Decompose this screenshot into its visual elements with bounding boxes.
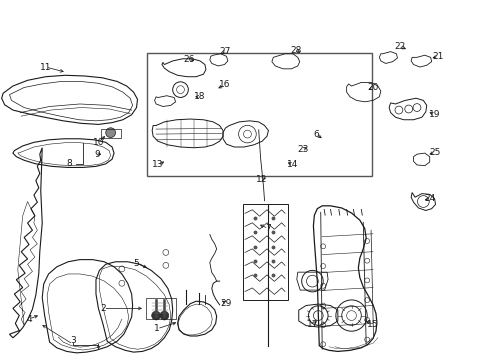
Text: 17: 17 — [307, 320, 318, 329]
Text: 18: 18 — [195, 92, 206, 101]
Text: 23: 23 — [297, 145, 308, 154]
Text: 8: 8 — [66, 159, 72, 168]
Text: 13: 13 — [152, 161, 164, 170]
Text: 4: 4 — [26, 315, 32, 324]
Circle shape — [152, 311, 160, 320]
Text: 22: 22 — [395, 42, 406, 51]
Text: 19: 19 — [429, 110, 441, 119]
Text: 28: 28 — [291, 46, 302, 55]
Text: 27: 27 — [220, 47, 231, 56]
Bar — [147, 298, 175, 319]
Circle shape — [160, 311, 169, 320]
Text: 26: 26 — [183, 55, 195, 64]
Text: 5: 5 — [134, 259, 139, 268]
Bar — [101, 129, 122, 138]
Text: 21: 21 — [432, 52, 443, 61]
Text: 7: 7 — [266, 224, 271, 233]
Text: 16: 16 — [219, 81, 230, 90]
Text: 24: 24 — [424, 194, 435, 203]
Text: 6: 6 — [313, 130, 318, 139]
Text: 12: 12 — [256, 175, 268, 184]
Text: 2: 2 — [100, 304, 106, 313]
Text: 3: 3 — [70, 336, 76, 345]
Text: 11: 11 — [40, 63, 51, 72]
Text: 25: 25 — [429, 148, 441, 157]
Bar — [147, 53, 372, 176]
Text: 1: 1 — [154, 324, 160, 333]
Text: 29: 29 — [221, 299, 232, 308]
Circle shape — [106, 128, 116, 138]
Text: 20: 20 — [368, 83, 379, 92]
Text: 15: 15 — [368, 320, 379, 329]
Text: 10: 10 — [93, 138, 104, 147]
Bar — [243, 204, 288, 301]
Text: 9: 9 — [95, 150, 100, 159]
Text: 14: 14 — [287, 161, 298, 170]
